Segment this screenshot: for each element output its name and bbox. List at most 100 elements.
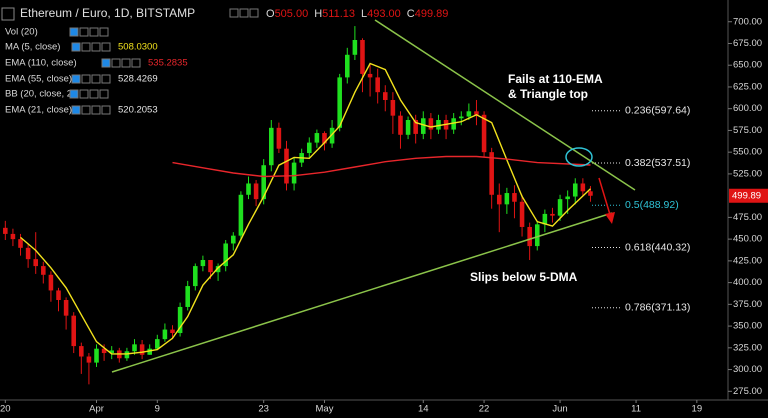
indicator-icon [99,89,109,99]
candle-body [367,73,373,78]
candle-body [542,213,548,225]
indicator-value: 520.2053 [118,105,158,116]
candle-body [458,116,464,119]
indicator-value: 535.2835 [148,58,188,69]
candle-body [527,226,532,247]
indicator-line [172,155,591,178]
indicator-icon [79,89,89,99]
candle-body [3,227,8,234]
ohlc-key: L [361,8,367,20]
candle-body [352,40,358,55]
candle-body [276,127,282,149]
candle-body [329,127,335,144]
candle-body [79,346,84,357]
plot-area [3,26,622,385]
indicator-value: 508.0300 [118,42,158,53]
indicator-icon [79,27,89,37]
candle-body [382,92,388,100]
y-tick-label: 700.00 [733,16,762,27]
candle-body [413,120,418,134]
indicator-icon [71,105,81,115]
candle-body [177,306,183,334]
candle-body [307,142,312,154]
price-tag-label: 499.89 [732,190,761,201]
y-tick-label: 475.00 [733,212,762,223]
candle-body [451,118,456,130]
candle-body [504,193,510,205]
candle-body [580,183,586,192]
candle-body [101,348,107,354]
x-tick-label: Apr [89,404,104,415]
indicator-icon [81,42,91,52]
indicator-icon [89,89,99,99]
y-tick-label: 375.00 [733,299,762,310]
y-tick-label: 525.00 [733,168,762,179]
y-tick-label: 675.00 [733,38,762,49]
indicator-icon [101,74,111,84]
fib-label: 0.618(440.32) [625,241,690,253]
candle-body [284,148,289,184]
candle-body [139,344,145,355]
down-arrow-head [605,212,615,224]
candle-body [10,233,16,240]
x-tick-label: 14 [418,404,429,415]
triangle-lower-line [111,212,613,373]
indicator-icon [89,27,99,37]
x-tick-label: 23 [258,404,269,415]
candle-body [238,194,244,236]
y-tick-label: 300.00 [733,364,762,375]
ohlc-header: O505.00 H511.13 L493.00 C499.89 [266,8,448,20]
indicator-name: Vol (20) [5,27,38,38]
candle-body [565,196,570,200]
candle-body [94,348,99,363]
y-tick-label: 350.00 [733,321,762,332]
header-icon [229,8,239,18]
fib-label: 0.786(371.13) [625,301,690,313]
indicator-name: MA (5, close) [5,42,60,53]
candle-body [253,183,259,200]
candle-body [474,111,479,115]
y-tick-label: 425.00 [733,255,762,266]
candle-body [63,300,69,316]
indicator-icon [69,27,79,37]
candle-body [489,152,494,195]
y-tick-label: 450.00 [733,234,762,245]
candle-body [71,315,76,347]
candle-body [390,100,396,116]
indicator-icon [91,105,101,115]
candle-body [86,356,92,363]
candle-body [193,266,198,287]
candle-body [405,120,411,135]
indicator-icon [71,74,81,84]
candle-body [215,266,221,273]
indicator-name: EMA (21, close) [5,105,72,116]
candle-body [572,183,578,197]
indicator-icon [81,105,91,115]
indicator-value: 528.4269 [118,74,158,85]
fib-label: 0.5(488.92) [625,199,679,211]
fib-label: 0.382(537.51) [625,157,690,169]
header-icon [249,8,259,18]
x-tick-label: 19 [692,404,703,415]
down-arrow [598,177,612,219]
candle-body [231,235,236,244]
indicator-icon [101,58,111,68]
indicator-icon [131,58,141,68]
indicator-icon [121,58,131,68]
candle-body [185,286,190,307]
candle-body [269,127,274,166]
y-tick-label: 400.00 [733,277,762,288]
y-tick-label: 325.00 [733,342,762,353]
candle-body [496,194,502,205]
ohlc-value: 505.00 [275,8,309,20]
candle-body [428,118,434,130]
candle-body [398,115,403,135]
indicator-name: EMA (55, close) [5,74,72,85]
candle-body [512,193,517,202]
candle-body [147,348,152,355]
x-tick-label: 22 [479,404,490,415]
ohlc-key: O [266,8,275,20]
candle-body [155,339,160,349]
